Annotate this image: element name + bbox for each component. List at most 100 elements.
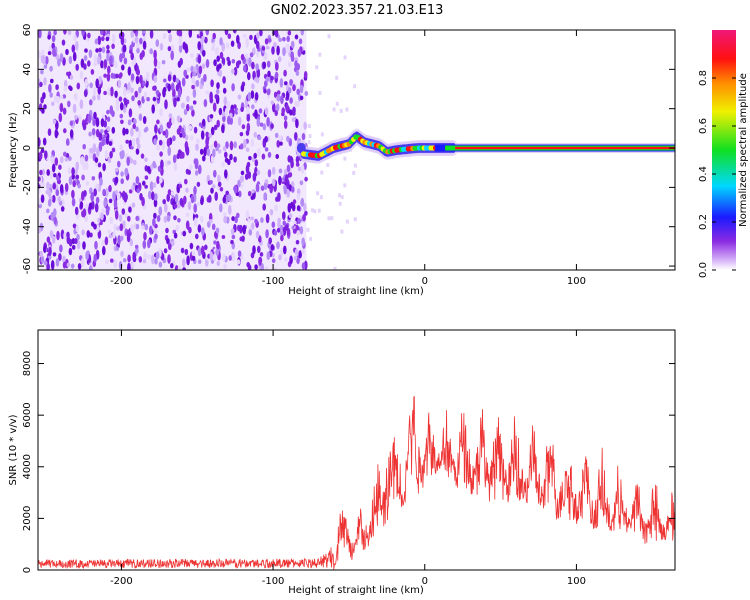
noise-cell — [66, 231, 70, 239]
spectrogram-cells — [38, 30, 675, 270]
noise-cell — [113, 199, 118, 209]
noise-cell — [167, 122, 171, 129]
noise-cell — [333, 266, 337, 270]
noise-cell — [258, 108, 263, 114]
noise-cell — [273, 91, 278, 99]
noise-cell — [292, 106, 296, 115]
noise-cell — [211, 223, 216, 231]
noise-cell — [162, 32, 167, 40]
noise-cell — [153, 57, 158, 67]
noise-cell — [167, 83, 171, 92]
noise-cell — [75, 174, 80, 180]
noise-cell — [308, 134, 312, 138]
noise-cell — [240, 53, 245, 61]
noise-cell — [48, 83, 52, 93]
noise-cell — [278, 37, 282, 42]
noise-cell — [263, 88, 267, 94]
noise-cell — [353, 217, 357, 222]
noise-cell — [65, 48, 69, 56]
noise-cell — [294, 132, 298, 141]
noise-cell — [185, 220, 190, 230]
noise-cell — [91, 221, 95, 227]
noise-cell — [306, 227, 310, 232]
noise-cell — [280, 247, 284, 256]
noise-cell — [139, 74, 143, 84]
noise-cell — [127, 119, 132, 126]
snr-y-axis-label: SNR (10 * v/v) — [8, 414, 19, 485]
noise-cell — [166, 138, 171, 148]
colorbar-label: Normalized spectral amplitude — [738, 73, 749, 227]
noise-cell — [58, 164, 62, 170]
noise-cell — [74, 92, 78, 101]
noise-cell — [131, 95, 135, 102]
noise-cell — [38, 227, 42, 234]
noise-cell — [282, 47, 286, 57]
noise-cell — [105, 36, 110, 42]
noise-cell — [170, 263, 174, 269]
noise-cell — [94, 240, 98, 250]
noise-cell — [289, 79, 293, 86]
noise-cell — [259, 122, 264, 127]
noise-cell — [109, 151, 113, 159]
noise-cell — [85, 203, 89, 211]
noise-cell — [271, 46, 275, 55]
noise-cell — [251, 104, 255, 110]
noise-cell — [71, 244, 76, 250]
noise-cell — [213, 169, 217, 178]
noise-cell — [260, 185, 265, 191]
noise-cell — [89, 82, 93, 89]
noise-cell — [270, 100, 275, 105]
noise-cell — [254, 218, 258, 224]
noise-cell — [222, 253, 226, 262]
noise-cell — [38, 103, 43, 112]
noise-cell — [129, 238, 134, 247]
noise-cell — [102, 188, 106, 196]
noise-cell — [143, 91, 148, 101]
noise-cell — [167, 74, 172, 82]
noise-cell — [200, 245, 205, 256]
noise-cell — [192, 88, 197, 99]
noise-cell — [240, 84, 245, 92]
noise-cell — [286, 35, 291, 43]
noise-cell — [45, 56, 49, 65]
noise-cell — [249, 34, 253, 41]
noise-cell — [215, 47, 219, 56]
noise-cell — [292, 84, 296, 92]
noise-cell — [296, 193, 301, 201]
noise-cell — [280, 95, 284, 105]
snr-y-tick-label: 2000 — [22, 506, 33, 531]
noise-cell — [127, 66, 132, 76]
noise-cell — [216, 143, 221, 149]
noise-cell — [264, 179, 269, 184]
spectrogram-y-tick-label: 60 — [22, 24, 33, 37]
noise-cell — [184, 248, 189, 256]
noise-cell — [70, 263, 75, 269]
noise-cell — [152, 160, 156, 168]
noise-cell — [113, 223, 118, 231]
noise-cell — [125, 128, 129, 135]
noise-cell — [190, 194, 195, 204]
noise-cell — [266, 60, 271, 68]
noise-cell — [68, 156, 72, 162]
noise-cell — [290, 51, 295, 60]
noise-cell — [138, 256, 143, 263]
noise-cell — [264, 266, 269, 270]
noise-cell — [101, 136, 105, 147]
noise-cell — [117, 160, 121, 168]
noise-cell — [295, 155, 300, 164]
noise-cell — [42, 54, 46, 65]
noise-cell — [275, 196, 279, 202]
noise-cell — [179, 57, 183, 66]
noise-cell — [41, 108, 45, 114]
noise-cell — [76, 240, 81, 250]
noise-cell — [186, 255, 190, 266]
noise-cell — [191, 255, 196, 261]
noise-cell — [51, 101, 55, 107]
noise-cell — [137, 100, 141, 106]
noise-cell — [218, 63, 222, 69]
noise-cell — [128, 189, 133, 194]
noise-cell — [155, 90, 160, 95]
noise-cell — [97, 35, 102, 45]
noise-cell — [221, 162, 225, 167]
noise-cell — [170, 191, 175, 196]
